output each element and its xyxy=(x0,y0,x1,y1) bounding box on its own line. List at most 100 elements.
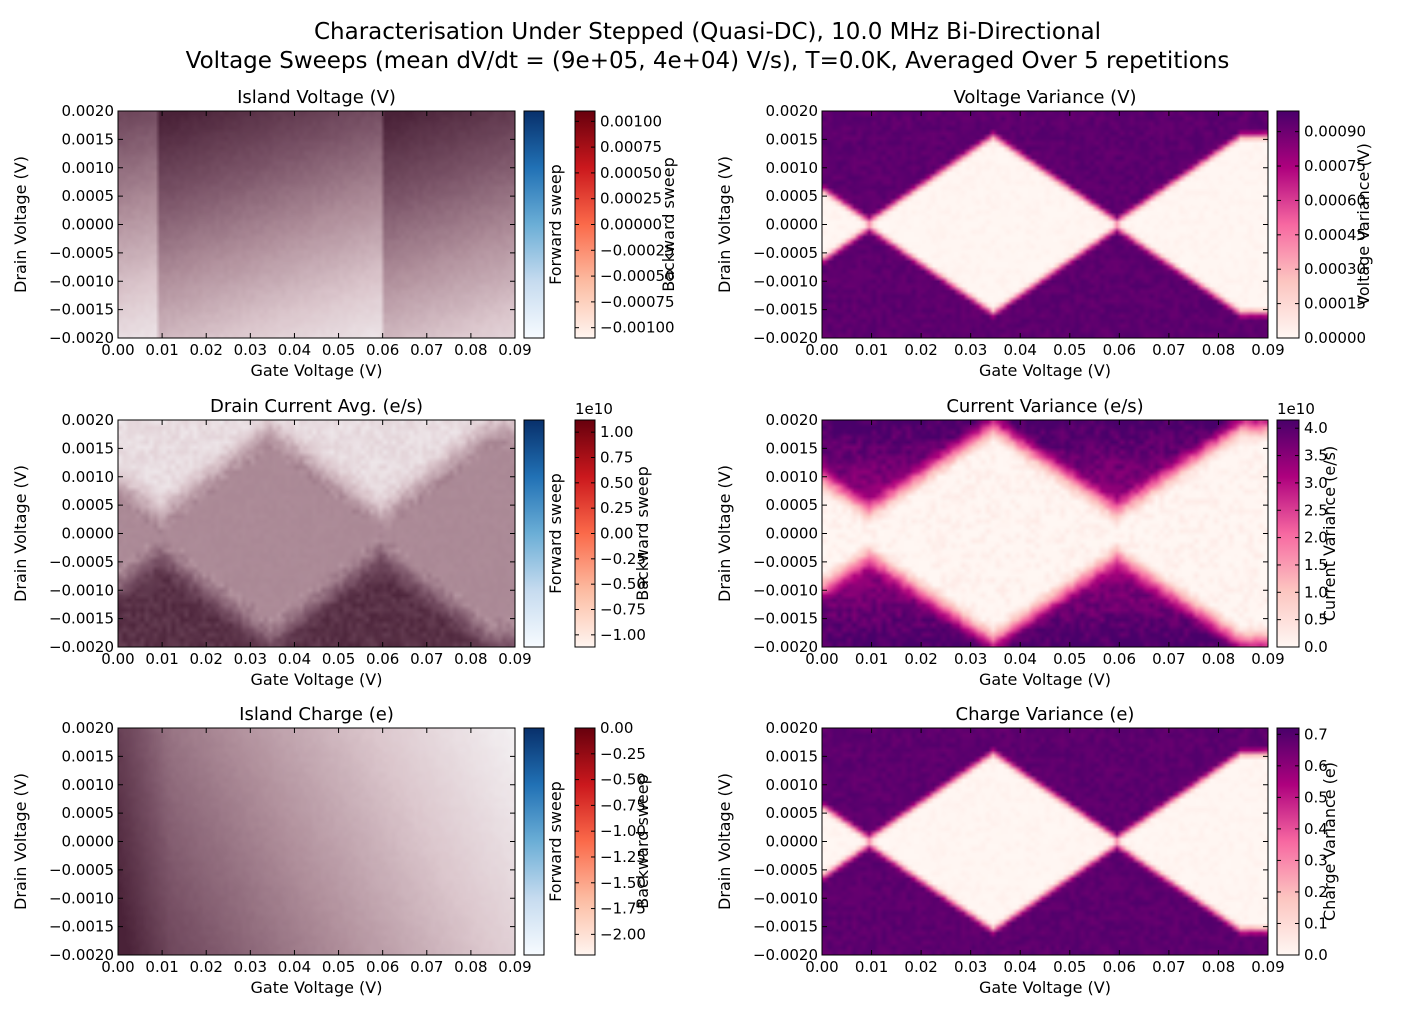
panel-island_voltage: Island Voltage (V) 0.00 0.01 0.02 0.03 0.04 0.… xyxy=(11,87,678,380)
colorbar-island_voltage-0: Forward sweep xyxy=(523,110,565,339)
x-tick-label: 0.07 xyxy=(410,650,443,668)
y-tick-label: −0.0020 xyxy=(753,946,818,964)
colorbar-multiplier: 1e10 xyxy=(1277,400,1315,418)
x-tick-label: 0.07 xyxy=(1152,958,1185,976)
colorbar-tick-label: −1.75 xyxy=(600,900,646,918)
y-tick-label: −0.0015 xyxy=(753,301,818,319)
x-tick-label: 0.00 xyxy=(101,958,134,976)
x-axis-label: Gate Voltage (V) xyxy=(251,670,383,689)
colorbar-island_charge-0: Forward sweep xyxy=(523,727,565,956)
colorbar-tick-label: 2.5 xyxy=(1304,501,1328,519)
x-tick-label: 0.00 xyxy=(805,650,838,668)
colorbar-tick-label: −1.00 xyxy=(600,626,646,644)
y-tick-label: −0.0005 xyxy=(49,861,114,879)
y-tick-label: −0.0015 xyxy=(49,301,114,319)
y-tick-label: 0.0010 xyxy=(766,159,819,177)
colorbar-label: Current Variance (e/s) xyxy=(1320,446,1339,621)
colorbar-gradient xyxy=(523,727,545,956)
colorbar-tick-label: 0.00025 xyxy=(600,190,662,208)
x-tick-label: 0.01 xyxy=(145,958,178,976)
x-tick-label: 0.07 xyxy=(410,341,443,359)
x-axis-label: Gate Voltage (V) xyxy=(251,978,383,997)
colorbar-drain_current-1: 1.00 0.75 0.50 0.25 0.00 −0.25 −0.50 −0.75 −1.00… xyxy=(574,400,652,648)
colorbar-tick-label: −0.00050 xyxy=(600,267,675,285)
colorbar-tick-label: 0.3 xyxy=(1304,851,1328,869)
colorbar-tick-label: 0.7 xyxy=(1304,725,1328,743)
colorbar-label: Charge Variance (e) xyxy=(1320,762,1339,921)
x-tick-label: 0.03 xyxy=(954,958,987,976)
y-tick-label: 0.0010 xyxy=(766,776,819,794)
y-tick-label: −0.0020 xyxy=(753,329,818,347)
colorbar-label: Forward sweep xyxy=(546,473,565,594)
y-tick-label: −0.0015 xyxy=(49,610,114,628)
x-tick-label: 0.04 xyxy=(1004,958,1037,976)
x-axis-label: Gate Voltage (V) xyxy=(979,361,1111,380)
colorbar-tick-label: −0.00025 xyxy=(600,241,675,259)
x-axis-label: Gate Voltage (V) xyxy=(251,361,383,380)
colorbar-gradient xyxy=(1276,419,1300,648)
panel-title: Drain Current Avg. (e/s) xyxy=(210,396,423,417)
colorbar-voltage_variance-0: 0.00090 0.00075 0.00060 0.00045 0.00030 0.000… xyxy=(1276,110,1373,347)
y-tick-label: −0.0005 xyxy=(49,553,114,571)
y-tick-label: −0.0010 xyxy=(49,889,114,907)
x-tick-label: 0.06 xyxy=(1103,341,1136,359)
x-tick-label: 0.05 xyxy=(322,341,355,359)
colorbar-tick-label: −2.00 xyxy=(600,925,646,943)
y-tick-label: 0.0015 xyxy=(62,747,115,765)
y-tick-label: −0.0010 xyxy=(49,581,114,599)
y-tick-label: −0.0010 xyxy=(753,889,818,907)
colorbar-tick-label: −0.25 xyxy=(600,745,646,763)
figure-title: Characterisation Under Stepped (Quasi-DC… xyxy=(0,18,1415,76)
y-tick-label: −0.0010 xyxy=(753,581,818,599)
colorbar-tick-label: 0.5 xyxy=(1304,788,1328,806)
colorbar-tick-label: 3.0 xyxy=(1304,474,1328,492)
x-tick-label: 0.00 xyxy=(101,650,134,668)
x-tick-label: 0.01 xyxy=(855,958,888,976)
x-tick-label: 0.09 xyxy=(498,958,531,976)
x-tick-label: 0.09 xyxy=(1251,958,1284,976)
colorbar-tick-label: −0.75 xyxy=(600,796,646,814)
x-tick-label: 0.02 xyxy=(904,650,937,668)
colorbar-tick-label: −1.25 xyxy=(600,848,646,866)
x-tick-label: 0.04 xyxy=(278,650,311,668)
x-tick-label: 0.04 xyxy=(1004,341,1037,359)
x-tick-label: 0.04 xyxy=(1004,650,1037,668)
y-tick-label: 0.0020 xyxy=(62,411,115,429)
colorbar-tick-label: 0.6 xyxy=(1304,757,1328,775)
heatmap-drain_current xyxy=(118,420,515,647)
y-tick-label: 0.0015 xyxy=(766,130,819,148)
colorbar-tick-label: 0.1 xyxy=(1304,914,1328,932)
colorbar-tick-label: 3.5 xyxy=(1304,447,1328,465)
colorbar-tick-label: 1.00 xyxy=(600,423,633,441)
y-tick-label: 0.0000 xyxy=(62,525,115,543)
x-tick-label: 0.05 xyxy=(322,958,355,976)
colorbar-drain_current-0: Forward sweep xyxy=(523,419,565,648)
colorbar-gradient xyxy=(523,419,545,648)
colorbar-gradient xyxy=(1276,727,1300,956)
x-tick-label: 0.08 xyxy=(454,341,487,359)
colorbar-tick-label: 0.00090 xyxy=(1304,123,1366,141)
y-tick-label: −0.0010 xyxy=(49,272,114,290)
y-tick-label: 0.0000 xyxy=(62,216,115,234)
y-tick-label: −0.0015 xyxy=(753,918,818,936)
x-tick-label: 0.06 xyxy=(1103,958,1136,976)
y-tick-label: −0.0005 xyxy=(753,861,818,879)
y-tick-label: 0.0005 xyxy=(62,187,115,205)
colorbar-island_voltage-1: 0.00100 0.00075 0.00050 0.00025 0.00000 −0.00… xyxy=(574,110,678,339)
colorbar-tick-label: −1.50 xyxy=(600,874,646,892)
colorbar-charge_variance-0: 0.7 0.6 0.5 0.4 0.3 0.2 0.1 0.0 Charge Variance … xyxy=(1276,725,1339,964)
y-tick-label: 0.0015 xyxy=(766,439,819,457)
colorbar-tick-label: 0.00015 xyxy=(1304,295,1366,313)
colorbar-tick-label: 0.50 xyxy=(600,474,633,492)
y-tick-label: 0.0005 xyxy=(766,187,819,205)
y-axis-label: Drain Voltage (V) xyxy=(715,773,734,910)
heatmap-island_charge xyxy=(118,728,515,955)
panel-voltage_variance: Voltage Variance (V) 0.00 0.01 0.02 0.03 0.04… xyxy=(715,87,1373,380)
colorbar-tick-label: 0.00030 xyxy=(1304,260,1366,278)
heatmap-island_voltage xyxy=(118,111,515,338)
colorbar-tick-label: 0.00075 xyxy=(1304,157,1366,175)
x-tick-label: 0.09 xyxy=(498,341,531,359)
colorbar-label: Forward sweep xyxy=(546,781,565,902)
y-tick-label: −0.0020 xyxy=(49,329,114,347)
colorbar-tick-label: 0.00 xyxy=(600,719,633,737)
